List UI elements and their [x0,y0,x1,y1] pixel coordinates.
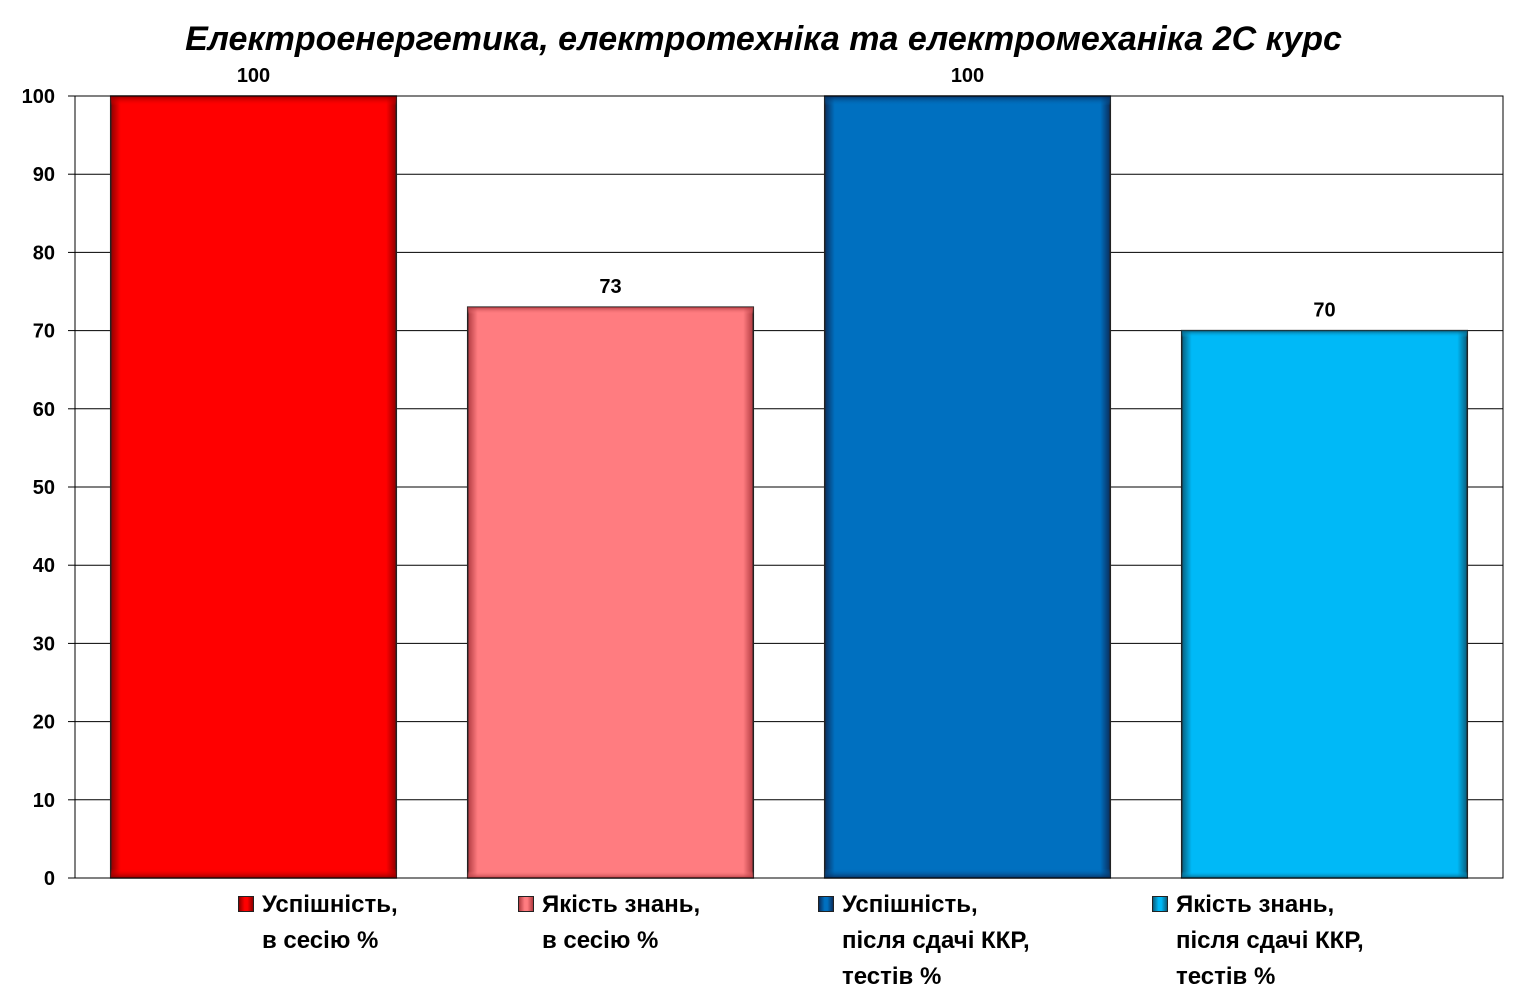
y-tick-label: 40 [33,555,55,577]
y-tick-label: 70 [33,321,55,343]
bar-shade [110,96,397,878]
chart-title: Електроенергетика, електротехніка та еле… [185,20,1342,58]
legend-label: Якість знань, в сесію % [542,891,701,954]
data-label: 73 [599,276,621,298]
y-tick-label: 20 [33,712,55,734]
y-tick-label: 100 [22,86,55,108]
y-tick-label: 10 [33,790,55,812]
bar-shade [1181,330,1468,879]
bars [109,95,1469,879]
y-tick-label: 80 [33,242,55,264]
legend-swatch [518,896,534,912]
data-label: 100 [237,65,270,87]
plot-border [74,95,1504,879]
bar-shade [824,96,1111,878]
bar-shade [467,307,754,878]
legend-swatch [238,896,254,912]
y-tick-label: 90 [33,164,55,186]
y-tick-label: 0 [44,868,55,890]
legend-item: Успішність, після сдачі ККР, тестів % [818,887,1030,995]
legend-label: Якість знань, після сдачі ККР, тестів % [1176,891,1364,990]
legend-swatch [818,896,834,912]
legend-swatch [1152,896,1168,912]
y-tick-label: 30 [33,633,55,655]
data-label: 100 [951,65,984,87]
legend-item: Якість знань, після сдачі ККР, тестів % [1152,887,1364,995]
legend-label: Успішність, після сдачі ККР, тестів % [842,891,1030,990]
legend-item: Успішність, в сесію % [238,887,398,959]
axes: 0 10 20 30 40 50 60 70 80 90 100 [22,86,1504,890]
y-tick-label: 50 [33,477,55,499]
y-tick-label: 60 [33,399,55,421]
data-label: 70 [1313,300,1335,322]
legend-label: Успішність, в сесію % [262,891,398,954]
data-labels: 100 73 100 70 [237,65,1336,322]
legend-item: Якість знань, в сесію % [518,887,700,959]
